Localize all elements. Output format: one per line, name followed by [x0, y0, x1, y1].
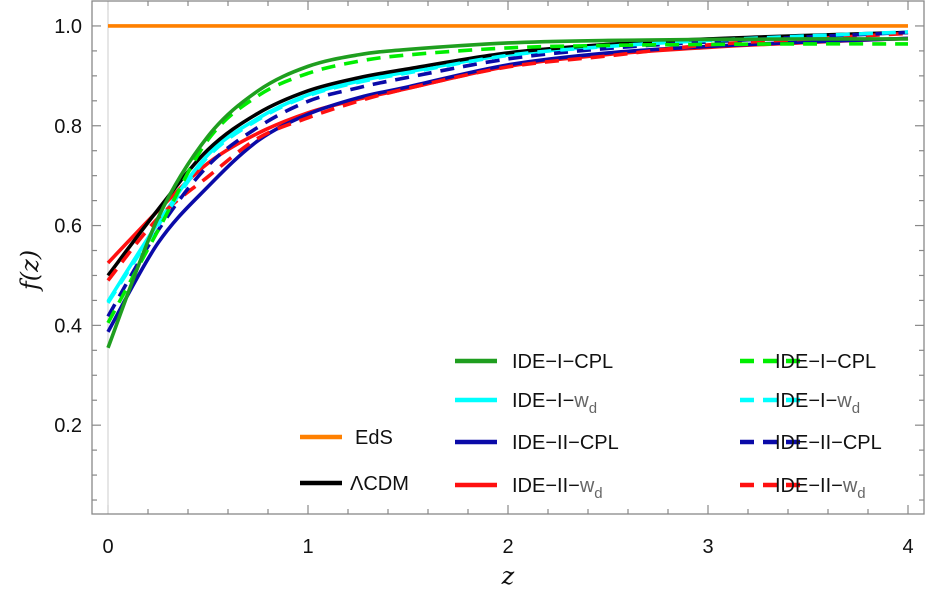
plot-frame: [91, 0, 925, 515]
x-axis-title: z: [501, 562, 515, 590]
x-tick-label: 3: [702, 536, 713, 558]
legend-label: ΛCDM: [350, 473, 409, 495]
series-line-ide-i-cpl-dashed: [106, 42, 909, 324]
y-tick-label: 1.0: [54, 16, 82, 38]
series-line-ide-i-cpl-solid: [106, 37, 909, 349]
y-axis-title: f(z): [16, 250, 44, 292]
legend-label: IDE−I−CPL: [512, 351, 613, 373]
x-tick-label: 4: [902, 536, 913, 558]
x-tick-label: 0: [102, 536, 113, 558]
legend-label: IDE−II−CPL: [512, 432, 619, 454]
y-tick-label: 0.4: [54, 315, 82, 337]
axis-ticks: [92, 1, 924, 514]
legend-label: IDE−I−wd: [512, 390, 597, 417]
series-line-ide-ii-wd-dashed: [106, 31, 909, 282]
series-line-ide-ii-cpl-solid: [106, 36, 909, 333]
legend-label: EdS: [355, 427, 393, 449]
y-tick-label: 0.8: [54, 116, 82, 138]
series-line-ide-ii-wd-solid: [106, 36, 909, 265]
legend-label: IDE−II−wd: [512, 475, 603, 502]
y-tick-label: 0.2: [54, 415, 82, 437]
tick-labels: 0 1 2 3 4 0.2 0.4 0.6 0.8 1.0: [54, 16, 913, 558]
curves: [106, 24, 909, 349]
legend-label: IDE−I−CPL: [775, 351, 876, 373]
y-tick-label: 0.6: [54, 216, 82, 238]
series-line-ide-ii-cpl-dashed: [106, 30, 909, 318]
series-line-ide-i-wd-dashed: [106, 30, 909, 304]
legend-label: IDE−I−wd: [775, 390, 860, 417]
x-tick-label: 1: [302, 536, 313, 558]
legend-label: IDE−II−wd: [775, 475, 866, 502]
series-line-cdm-solid: [106, 30, 909, 277]
x-tick-label: 2: [502, 536, 513, 558]
legend-label: IDE−II−CPL: [775, 432, 882, 454]
legend: EdS ΛCDM IDE−I−CPL IDE−I−wd IDE−II−CPL IDE−II…: [300, 351, 882, 502]
